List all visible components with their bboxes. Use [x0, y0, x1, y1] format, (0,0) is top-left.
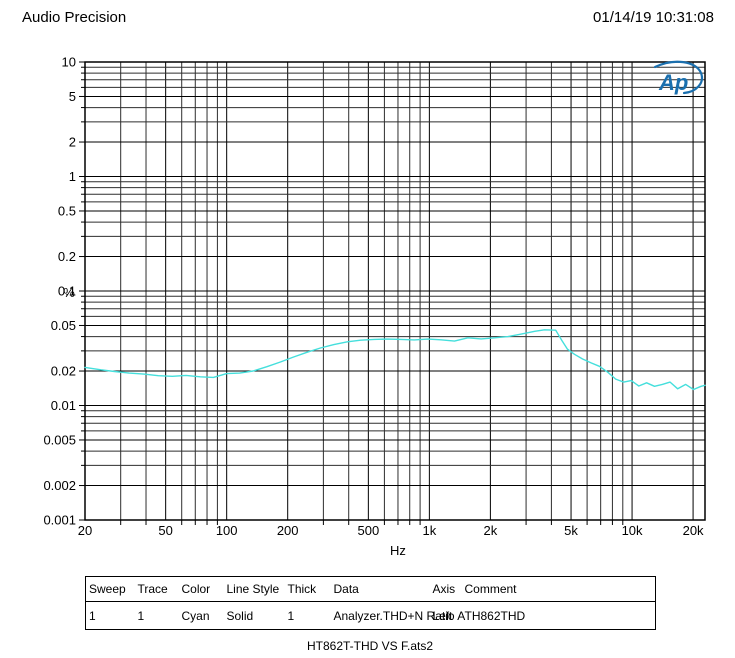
cell-comment: TH862THD [464, 608, 526, 623]
svg-text:0.02: 0.02 [51, 364, 76, 379]
svg-text:5: 5 [69, 89, 76, 104]
svg-text:10: 10 [62, 55, 76, 70]
svg-text:20: 20 [78, 523, 92, 538]
thd-trace [84, 329, 706, 391]
trace-legend-table: Sweep Trace Color Line Style Thick Data … [85, 576, 656, 630]
cell-color: Cyan [181, 608, 210, 623]
svg-text:0.001: 0.001 [43, 513, 76, 528]
svg-text:0.005: 0.005 [43, 432, 76, 447]
cell-data: Analyzer.THD+N Ratio A [333, 608, 466, 623]
col-header-data: Data [333, 582, 359, 596]
svg-text:200: 200 [277, 523, 299, 538]
axis-tick-marks [79, 61, 624, 525]
svg-text:20k: 20k [683, 523, 704, 538]
grid-lines [84, 61, 705, 521]
svg-text:2: 2 [69, 135, 76, 150]
chart-area: 20 50 100 200 500 1k 2k 5k 10k 20k 0.001 0.002 0.005… [43, 55, 706, 558]
report-header: Audio Precision 01/14/19 10:31:08 [22, 6, 714, 28]
svg-text:0.2: 0.2 [58, 249, 76, 264]
svg-text:5k: 5k [564, 523, 578, 538]
cell-trace: 1 [137, 608, 145, 623]
col-header-thick: Thick [287, 582, 317, 596]
x-axis-title: Hz [390, 543, 406, 558]
svg-text:500: 500 [358, 523, 380, 538]
cell-axis: Left [432, 608, 453, 623]
legend-data-row: 1 1 Cyan Solid 1 Analyzer.THD+N Ratio A … [86, 602, 656, 630]
y-axis-tick-labels: 0.001 0.002 0.005 0.01 0.02 0.05 0.1 0.2 0.5 1 2 5 1… [43, 55, 76, 528]
col-header-trace: Trace [137, 582, 168, 596]
app-title: Audio Precision [22, 8, 127, 26]
col-header-axis: Axis [432, 582, 456, 596]
svg-text:0.01: 0.01 [51, 398, 76, 413]
axis-titles: % Hz [63, 285, 406, 558]
cell-sweep: 1 [89, 608, 96, 623]
y-axis-title: % [63, 285, 75, 300]
col-header-color: Color [181, 582, 211, 596]
legend-header-row: Sweep Trace Color Line Style Thick Data … [85, 577, 656, 602]
thd-frequency-chart-svg: 20 50 100 200 500 1k 2k 5k 10k 20k 0.001 0.002 0.005… [43, 55, 706, 558]
cell-thick: 1 [287, 608, 295, 623]
svg-text:0.1: 0.1 [58, 284, 76, 299]
svg-text:1: 1 [69, 169, 76, 184]
file-caption: HT862T-THD VS F.ats2 [306, 639, 434, 653]
svg-text:0.05: 0.05 [51, 318, 76, 333]
col-header-sweep: Sweep [89, 582, 126, 596]
svg-text:100: 100 [216, 523, 238, 538]
col-header-comment: Comment [464, 582, 517, 596]
plot-border [84, 61, 706, 521]
svg-text:1k: 1k [423, 523, 437, 538]
ap-logo-icon: Ap [653, 60, 704, 95]
report-timestamp: 01/14/19 10:31:08 [593, 8, 714, 26]
svg-text:0.5: 0.5 [58, 203, 76, 218]
svg-text:2k: 2k [484, 523, 498, 538]
x-axis-tick-labels: 20 50 100 200 500 1k 2k 5k 10k 20k [78, 523, 704, 538]
cell-linestyle: Solid [226, 608, 254, 623]
col-header-linestyle: Line Style [226, 582, 280, 596]
svg-text:50: 50 [158, 523, 172, 538]
svg-text:10k: 10k [622, 523, 643, 538]
svg-text:Ap: Ap [658, 70, 688, 95]
svg-text:0.002: 0.002 [43, 478, 76, 493]
